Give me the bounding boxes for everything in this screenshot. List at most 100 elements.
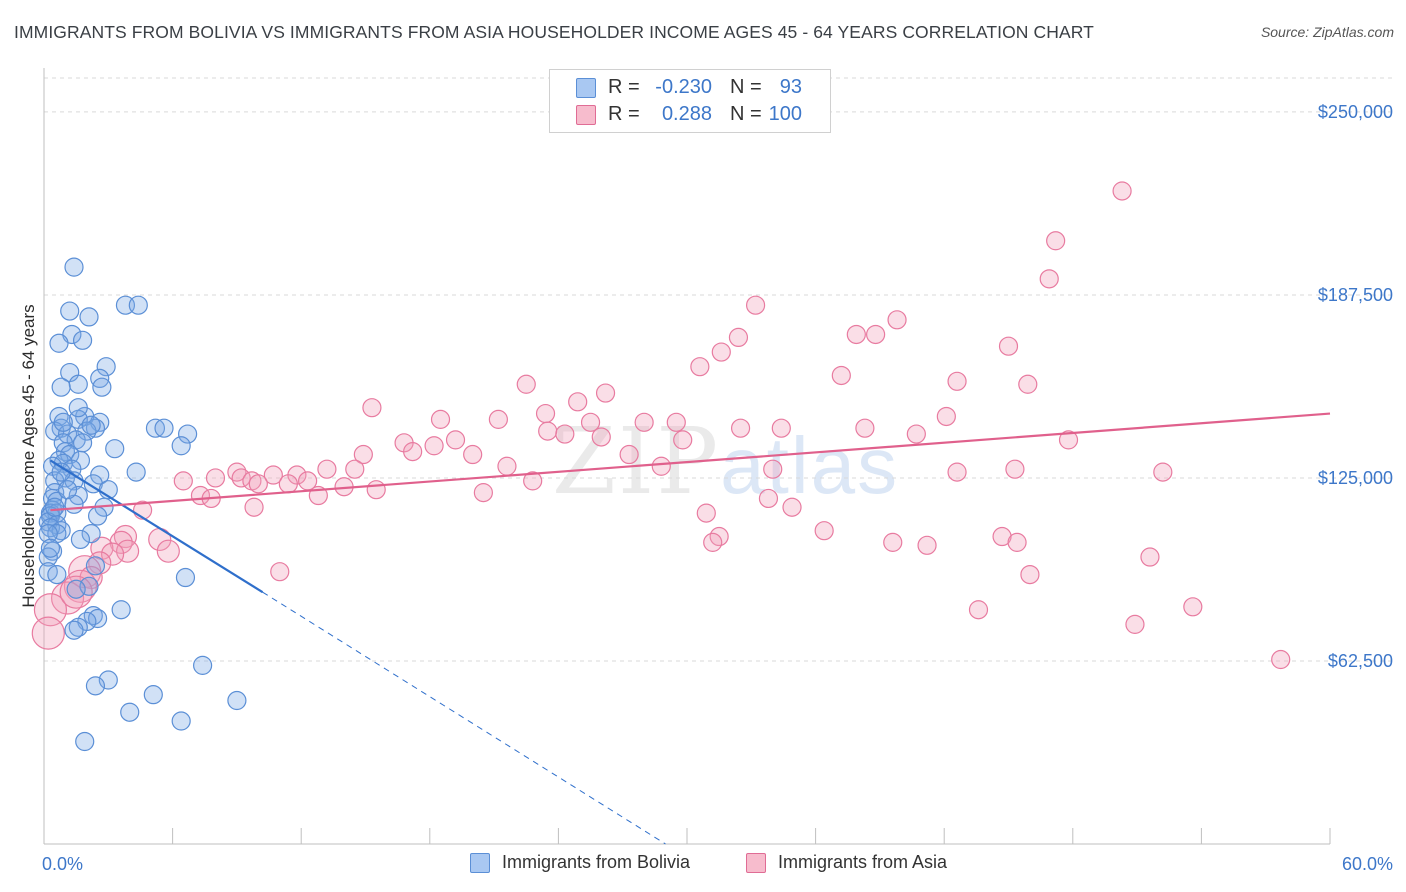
bolivia-point bbox=[68, 398, 88, 418]
asia-point bbox=[690, 357, 710, 377]
asia-point bbox=[782, 497, 802, 517]
asia-point bbox=[263, 465, 283, 485]
asia-point bbox=[555, 424, 575, 444]
bolivia-point bbox=[70, 529, 91, 550]
asia-point bbox=[353, 444, 373, 465]
bolivia-point bbox=[64, 257, 84, 277]
y-tick-label: $125,000 bbox=[1318, 468, 1393, 488]
asia-point bbox=[115, 539, 140, 563]
bolivia-point bbox=[171, 436, 191, 456]
axes bbox=[43, 68, 1331, 845]
asia-point bbox=[947, 371, 967, 391]
bolivia-point bbox=[105, 439, 125, 459]
asia-point bbox=[906, 424, 926, 444]
asia-point bbox=[866, 324, 886, 345]
bolivia-point bbox=[68, 374, 88, 394]
bolivia-point bbox=[126, 462, 146, 482]
asia-point bbox=[488, 409, 508, 429]
bolivia-point bbox=[87, 506, 108, 526]
legend-swatch-bolivia bbox=[576, 78, 596, 98]
asia-point bbox=[730, 418, 751, 438]
asia-point bbox=[1153, 462, 1173, 482]
bolivia-point bbox=[81, 523, 101, 544]
asia-point bbox=[696, 503, 716, 523]
asia-point bbox=[1046, 231, 1066, 251]
asia-point bbox=[100, 542, 125, 566]
asia-point bbox=[998, 336, 1019, 356]
asia-point bbox=[430, 409, 451, 429]
asia-point bbox=[703, 532, 723, 552]
bottom-legend-swatch-asia bbox=[746, 853, 766, 873]
asia-point bbox=[473, 483, 493, 503]
bolivia-point bbox=[178, 424, 198, 444]
asia-point bbox=[424, 436, 444, 456]
asia-point bbox=[580, 412, 601, 432]
bolivia-point bbox=[57, 480, 78, 500]
asia-point bbox=[516, 374, 536, 394]
asia-point bbox=[345, 459, 365, 479]
asia-point bbox=[248, 474, 268, 494]
legend-r-label: R = bbox=[608, 76, 640, 98]
bolivia-point bbox=[87, 608, 108, 629]
bolivia-point bbox=[96, 357, 116, 377]
x-tick-label: 0.0% bbox=[42, 854, 83, 874]
asia-point bbox=[568, 392, 588, 412]
bolivia-point bbox=[79, 307, 99, 327]
asia-point bbox=[1005, 459, 1025, 479]
asia-point bbox=[1039, 269, 1059, 289]
asia-point bbox=[831, 365, 851, 386]
asia-point bbox=[651, 456, 671, 476]
asia-point bbox=[173, 471, 193, 491]
y-tick-label: $187,500 bbox=[1318, 285, 1393, 305]
asia-point bbox=[535, 403, 556, 424]
asia-point bbox=[711, 342, 731, 362]
bolivia-point bbox=[60, 301, 80, 321]
asia-point bbox=[1125, 614, 1145, 634]
asia-point bbox=[917, 535, 937, 555]
asia-point bbox=[463, 444, 483, 465]
bolivia-point bbox=[193, 655, 213, 675]
asia-points bbox=[31, 181, 1291, 670]
asia-point bbox=[673, 430, 693, 450]
asia-point bbox=[846, 324, 866, 345]
bolivia-point bbox=[143, 685, 163, 705]
bolivia-point bbox=[128, 295, 148, 315]
asia-point bbox=[814, 521, 834, 541]
bolivia-point bbox=[85, 676, 106, 696]
bolivia-point bbox=[75, 731, 95, 752]
asia-point bbox=[666, 412, 686, 432]
axis-labels: $62,500 $125,000 $187,500 $250,000 0.0% 60.0%… bbox=[19, 102, 1393, 874]
asia-point bbox=[595, 383, 616, 403]
legend-r-label: R = bbox=[608, 103, 640, 125]
bolivia-points bbox=[38, 257, 247, 752]
asia-point bbox=[992, 526, 1012, 547]
bolivia-point bbox=[66, 579, 86, 599]
bolivia-trend-line bbox=[49, 459, 264, 594]
bolivia-point bbox=[72, 330, 93, 350]
x-tick-label: 60.0% bbox=[1342, 854, 1393, 874]
legend-n-value: 100 bbox=[768, 103, 802, 125]
source-label: Source: ZipAtlas.com bbox=[1260, 24, 1394, 40]
asia-point bbox=[763, 459, 783, 479]
asia-point bbox=[1020, 564, 1040, 585]
bolivia-point bbox=[171, 711, 191, 731]
bottom-legend-label-asia: Immigrants from Asia bbox=[778, 852, 948, 872]
legend-r-value: -0.230 bbox=[655, 76, 712, 98]
asia-point bbox=[619, 444, 639, 465]
bolivia-point bbox=[51, 377, 71, 397]
y-tick-label: $62,500 bbox=[1328, 651, 1393, 671]
asia-point bbox=[205, 468, 226, 488]
legend-n-value: 93 bbox=[779, 76, 802, 98]
correlation-legend: R = -0.230 N = 93 R = 0.288 N = 100 bbox=[549, 69, 831, 133]
asia-point bbox=[936, 406, 956, 427]
watermark: ZIPatlas bbox=[552, 408, 899, 515]
legend-n-label: N = bbox=[730, 76, 762, 98]
legend-n-label: N = bbox=[730, 103, 762, 125]
bolivia-point bbox=[111, 600, 131, 620]
asia-point bbox=[270, 562, 290, 582]
asia-point bbox=[50, 581, 85, 615]
bolivia-trend-extension bbox=[262, 591, 666, 845]
asia-point bbox=[366, 480, 386, 500]
asia-point bbox=[403, 442, 423, 462]
